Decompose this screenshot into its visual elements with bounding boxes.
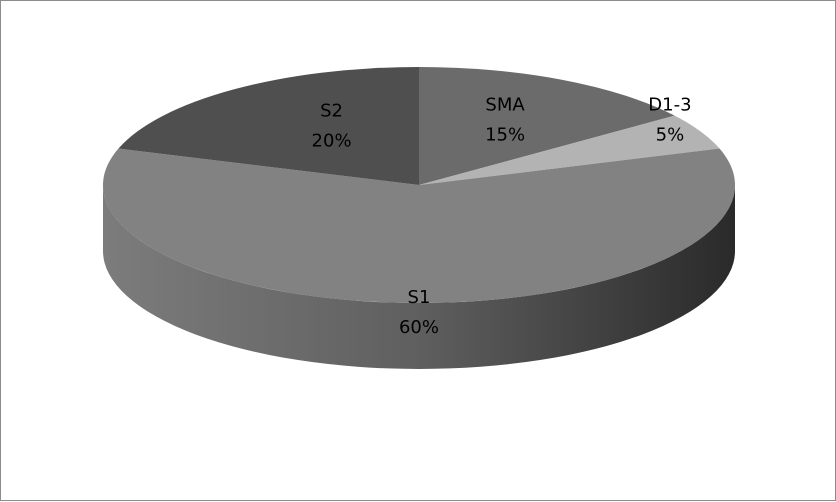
slice-value-label: 20% [312, 131, 352, 152]
slice-category-label: S1 [408, 287, 431, 308]
pie-slice-d1-3 [419, 115, 720, 185]
slice-category-label: S2 [320, 101, 343, 122]
pie-slice-s2 [118, 67, 420, 185]
slice-value-label: 15% [485, 124, 525, 145]
slice-value-label: 60% [399, 317, 439, 338]
pie-slice-s1 [102, 148, 735, 303]
slice-label-d1-3: D1-3 5% [648, 95, 691, 146]
slice-category-label: D1-3 [648, 95, 691, 116]
pie-side-wall [103, 185, 735, 369]
slice-category-label: SMA [485, 94, 525, 115]
pie-slice-sma [419, 67, 675, 185]
slice-label-sma: SMA 15% [485, 94, 525, 145]
slice-value-label: 5% [656, 125, 685, 146]
